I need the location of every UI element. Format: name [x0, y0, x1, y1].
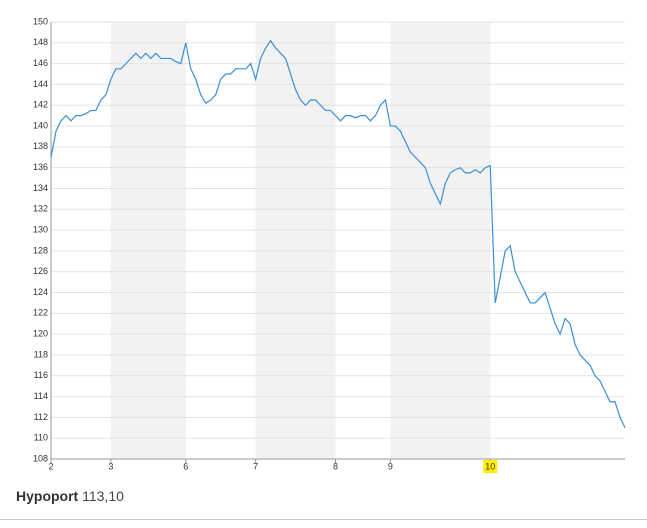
y-tick-label: 128: [33, 245, 48, 255]
x-tick-label: 8: [333, 461, 338, 471]
price-line: [50, 39, 626, 429]
day-band: [110, 22, 186, 459]
y-tick-label: 116: [34, 370, 48, 380]
x-tick-label: 6: [183, 461, 188, 471]
chart: 1081101121141161181201221241261281301321…: [33, 16, 626, 473]
y-tick-label: 122: [33, 308, 48, 318]
y-tick-label: 126: [33, 266, 48, 276]
stock-name: Hypoport: [16, 488, 79, 504]
x-tick-label: 2: [48, 461, 53, 471]
y-tick-label: 140: [33, 120, 48, 130]
x-tick-label: 9: [388, 461, 393, 471]
y-tick-label: 144: [33, 79, 48, 89]
day-bands: [110, 22, 491, 459]
y-tick-label: 150: [33, 16, 48, 26]
y-tick-label: 124: [33, 287, 48, 297]
y-tick-label: 136: [33, 162, 48, 172]
y-tick-label: 130: [33, 224, 48, 234]
y-tick-label: 138: [33, 141, 48, 151]
day-band: [390, 22, 491, 459]
tick-highlight: [483, 460, 498, 473]
day-band: [255, 22, 336, 459]
y-tick-label: 120: [33, 329, 48, 339]
x-tick-label: 3: [108, 461, 113, 471]
y-tick-label: 148: [33, 37, 48, 47]
x-tick-label: 10: [485, 461, 495, 471]
y-tick-label: 112: [34, 412, 48, 422]
y-tick-label: 146: [33, 58, 48, 68]
y-tick-label: 142: [33, 100, 48, 110]
divider: [0, 519, 647, 520]
footer: Hypoport 113,10: [16, 488, 124, 504]
y-tick-label: 114: [34, 391, 48, 401]
y-tick-label: 110: [34, 433, 48, 443]
y-tick-label: 118: [34, 349, 48, 359]
x-tick-label: 7: [253, 461, 258, 471]
stock-price: 113,10: [82, 488, 124, 504]
y-tick-label: 108: [33, 453, 48, 463]
y-tick-label: 134: [33, 183, 48, 193]
y-tick-label: 132: [33, 204, 48, 214]
